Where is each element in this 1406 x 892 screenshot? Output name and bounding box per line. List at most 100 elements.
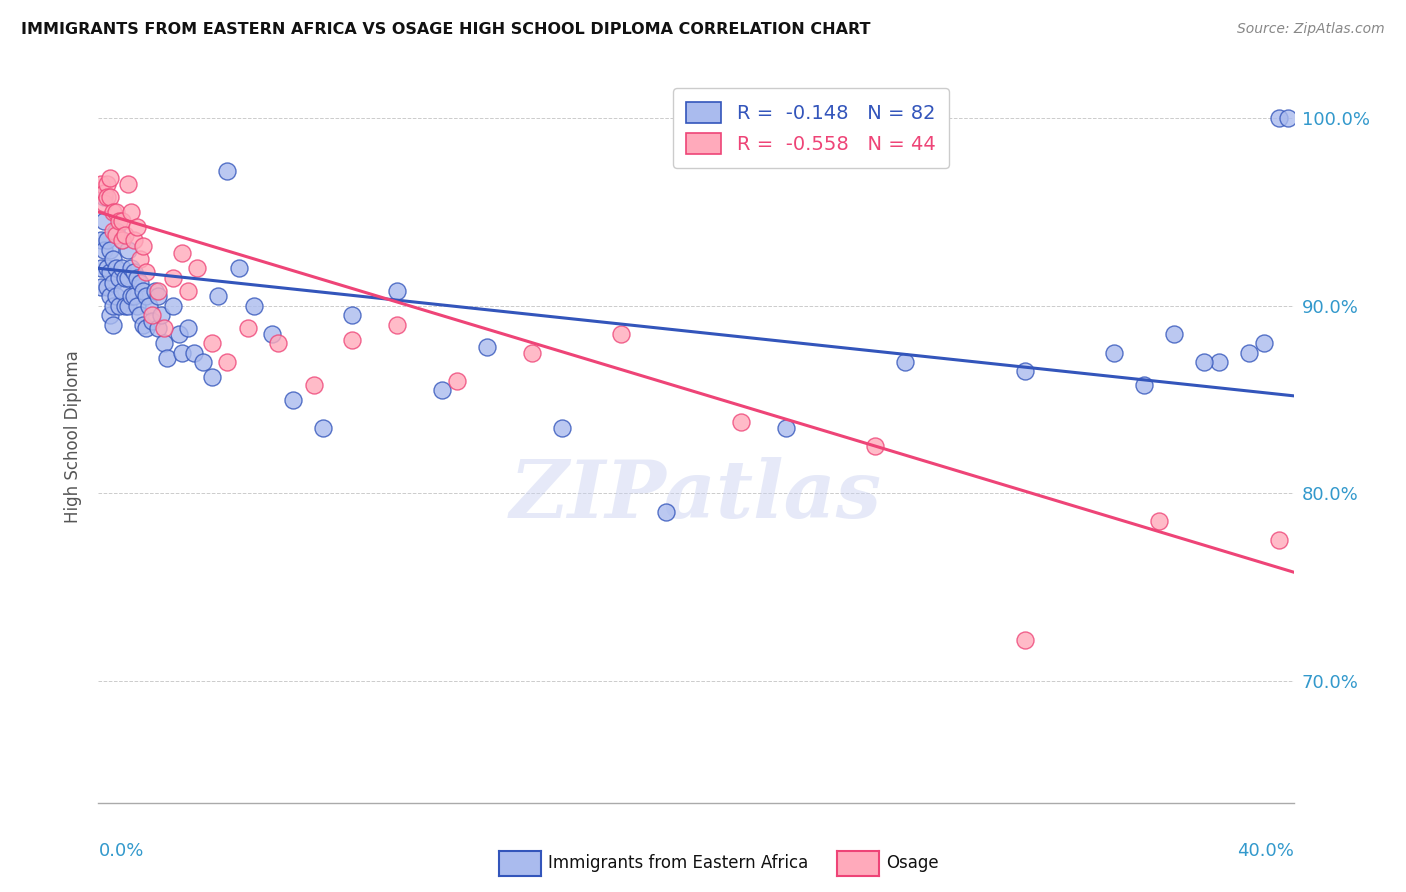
Point	[127, 299, 149, 313]
Point	[93, 195, 115, 210]
Point	[730, 415, 752, 429]
Point	[111, 284, 134, 298]
Point	[90, 177, 112, 191]
Point	[98, 171, 122, 186]
Point	[108, 270, 131, 285]
Point	[177, 321, 200, 335]
Text: 0.0%: 0.0%	[98, 842, 143, 860]
Point	[342, 308, 364, 322]
Point	[135, 265, 157, 279]
Point	[267, 336, 290, 351]
Point	[1237, 345, 1260, 359]
Point	[105, 205, 128, 219]
Point	[132, 284, 155, 298]
Point	[124, 233, 146, 247]
Point	[141, 314, 163, 328]
Point	[1163, 326, 1185, 341]
Y-axis label: High School Diploma: High School Diploma	[65, 351, 83, 524]
Point	[132, 239, 155, 253]
Point	[132, 318, 155, 332]
Point	[201, 370, 224, 384]
Point	[228, 261, 250, 276]
Point	[183, 345, 205, 359]
Point	[93, 214, 115, 228]
Point	[98, 308, 122, 322]
Point	[105, 227, 128, 242]
Point	[114, 270, 136, 285]
Point	[103, 277, 125, 291]
Point	[124, 265, 146, 279]
Point	[93, 243, 115, 257]
Point	[90, 280, 112, 294]
Point	[117, 177, 139, 191]
Point	[135, 289, 157, 303]
Point	[120, 261, 142, 276]
Point	[1133, 377, 1156, 392]
Point	[120, 289, 142, 303]
Point	[114, 227, 136, 242]
Point	[1014, 364, 1036, 378]
Point	[153, 321, 176, 335]
Point	[775, 420, 797, 434]
Point	[207, 289, 229, 303]
Point	[172, 345, 194, 359]
Point	[103, 252, 125, 266]
Point	[127, 270, 149, 285]
Point	[446, 374, 468, 388]
Point	[96, 190, 118, 204]
Point	[111, 233, 134, 247]
Point	[191, 355, 214, 369]
Point	[655, 505, 678, 519]
Point	[1253, 336, 1275, 351]
Point	[93, 186, 115, 201]
Point	[177, 284, 200, 298]
Point	[1267, 112, 1289, 126]
Point	[103, 299, 125, 313]
Point	[98, 243, 122, 257]
Point	[201, 336, 224, 351]
Point	[342, 333, 364, 347]
Point	[167, 326, 190, 341]
Point	[96, 280, 118, 294]
Point	[105, 289, 128, 303]
Point	[281, 392, 304, 407]
Point	[385, 318, 409, 332]
Point	[156, 351, 179, 366]
Point	[1014, 632, 1036, 647]
Point	[186, 261, 208, 276]
Point	[311, 420, 333, 434]
Point	[117, 243, 139, 257]
Point	[96, 233, 118, 247]
Point	[153, 336, 176, 351]
Point	[90, 233, 112, 247]
Point	[385, 284, 409, 298]
Point	[111, 233, 134, 247]
Point	[105, 224, 128, 238]
Point	[143, 284, 166, 298]
Point	[1267, 533, 1289, 548]
Point	[103, 318, 125, 332]
Point	[127, 220, 149, 235]
Point	[430, 383, 453, 397]
Point	[215, 163, 238, 178]
Point	[260, 326, 283, 341]
Point	[135, 321, 157, 335]
Point	[96, 177, 118, 191]
Point	[610, 326, 633, 341]
Legend: R =  -0.148   N = 82, R =  -0.558   N = 44: R = -0.148 N = 82, R = -0.558 N = 44	[672, 88, 949, 168]
Point	[172, 246, 194, 260]
Point	[111, 261, 134, 276]
Point	[120, 205, 142, 219]
Text: Osage: Osage	[886, 855, 938, 872]
Point	[1192, 355, 1215, 369]
Point	[124, 289, 146, 303]
Point	[98, 265, 122, 279]
Point	[148, 284, 170, 298]
Point	[117, 299, 139, 313]
Point	[475, 340, 498, 354]
Text: ZIPatlas: ZIPatlas	[510, 457, 882, 534]
Point	[90, 261, 112, 276]
Point	[129, 308, 152, 322]
Text: IMMIGRANTS FROM EASTERN AFRICA VS OSAGE HIGH SCHOOL DIPLOMA CORRELATION CHART: IMMIGRANTS FROM EASTERN AFRICA VS OSAGE …	[21, 22, 870, 37]
Point	[162, 299, 184, 313]
